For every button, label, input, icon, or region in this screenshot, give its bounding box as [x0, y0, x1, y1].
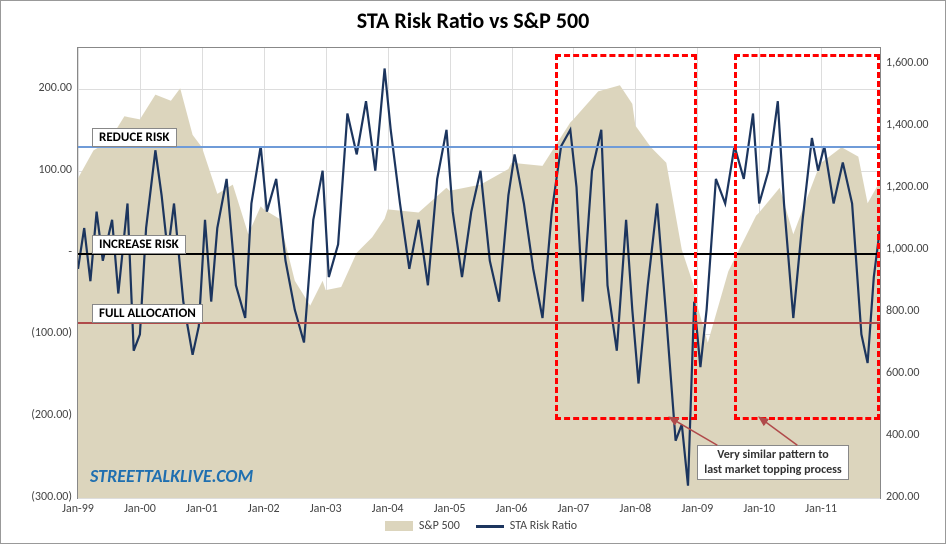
x-tick: Jan-03 — [310, 502, 342, 516]
legend-label: STA Risk Ratio — [510, 519, 577, 533]
highlight-box-1 — [734, 54, 880, 420]
annotation-box: Very similar pattern tolast market toppi… — [697, 445, 848, 480]
x-tick: Jan-00 — [124, 502, 156, 516]
x-tick: Jan-08 — [620, 502, 652, 516]
y-left-tick: (200.00) — [12, 408, 72, 422]
x-tick: Jan-11 — [805, 502, 837, 516]
y-left-tick: - — [12, 245, 72, 259]
x-tick: Jan-04 — [372, 502, 404, 516]
y-right-tick: 1,200.00 — [886, 180, 946, 194]
y-left-tick: 100.00 — [12, 163, 72, 177]
highlight-box-0 — [555, 54, 697, 420]
x-tick: Jan-02 — [248, 502, 280, 516]
y-right-tick: 1,400.00 — [886, 118, 946, 132]
plot-area: (300.00)(200.00)(100.00)-100.00200.00200… — [77, 47, 881, 499]
x-tick: Jan-09 — [681, 502, 713, 516]
y-right-tick: 800.00 — [886, 304, 946, 318]
x-tick: Jan-05 — [434, 502, 466, 516]
y-right-tick: 600.00 — [886, 366, 946, 380]
y-right-tick: 200.00 — [886, 490, 946, 504]
brand-watermark: STREETTALKLIVE.COM — [90, 465, 253, 487]
x-tick: Jan-99 — [62, 502, 94, 516]
annot-line2: last market topping process — [704, 463, 841, 477]
x-tick: Jan-07 — [558, 502, 590, 516]
annot-line1: Very similar pattern to — [717, 448, 828, 462]
band-label-reduce_risk: REDUCE RISK — [92, 128, 177, 147]
legend: S&P 500 STA Risk Ratio — [1, 519, 945, 533]
legend-label: S&P 500 — [419, 519, 460, 533]
y-right-tick: 1,600.00 — [886, 56, 946, 70]
y-right-tick: 400.00 — [886, 428, 946, 442]
x-tick: Jan-01 — [186, 502, 218, 516]
y-right-tick: 1,000.00 — [886, 242, 946, 256]
band-label-full_allocation: FULL ALLOCATION — [92, 304, 203, 323]
chart-title: STA Risk Ratio vs S&P 500 — [1, 7, 945, 34]
y-left-tick: (100.00) — [12, 326, 72, 340]
gridline-h — [78, 498, 880, 499]
chart-frame: STA Risk Ratio vs S&P 500 (300.00)(200.0… — [0, 0, 946, 544]
band-label-increase_risk: INCREASE RISK — [92, 235, 186, 254]
legend-swatch — [385, 521, 413, 531]
legend-line — [476, 525, 504, 528]
x-tick: Jan-10 — [743, 502, 775, 516]
y-left-tick: 200.00 — [12, 81, 72, 95]
x-tick: Jan-06 — [496, 502, 528, 516]
